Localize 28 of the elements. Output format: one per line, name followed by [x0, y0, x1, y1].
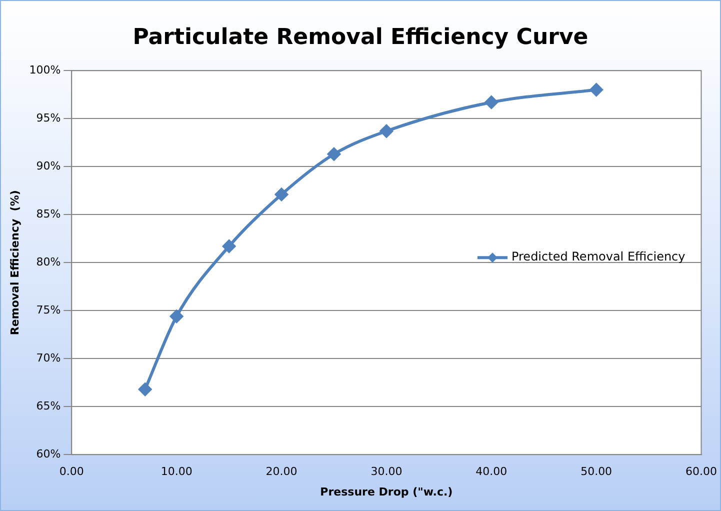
x-tick-label: 50.00 [580, 465, 612, 478]
x-tick-label: 40.00 [476, 465, 508, 478]
y-tick-label: 95% [36, 111, 61, 124]
legend-label: Predicted Removal Efficiency [511, 250, 686, 264]
y-tick-label: 60% [36, 447, 61, 460]
x-tick-label: 20.00 [266, 465, 298, 478]
y-tick-label: 65% [36, 399, 61, 412]
x-axis-title: Pressure Drop ("w.c.) [320, 485, 453, 498]
y-tick-label: 100% [29, 63, 61, 76]
point [327, 148, 340, 161]
x-tick-label: 0.00 [59, 465, 84, 478]
point [380, 124, 393, 138]
y-axis-title: Removal Efficiency (%) [8, 190, 22, 336]
x-tick-label: 10.00 [160, 465, 192, 478]
point [484, 96, 498, 109]
y-tick-label: 80% [36, 255, 61, 268]
point [590, 83, 603, 96]
point [138, 382, 152, 396]
chart-title: Particulate Removal Efficiency Curve [132, 25, 590, 50]
point [275, 188, 288, 201]
y-tick-label: 85% [36, 207, 61, 220]
y-tick-label: 75% [36, 303, 61, 316]
point [170, 310, 184, 323]
x-tick-label: 30.00 [370, 465, 402, 478]
point [222, 240, 236, 253]
x-tick-label: 60.00 [686, 465, 718, 478]
y-tick-label: 70% [36, 351, 61, 364]
y-tick-label: 90% [36, 159, 61, 172]
